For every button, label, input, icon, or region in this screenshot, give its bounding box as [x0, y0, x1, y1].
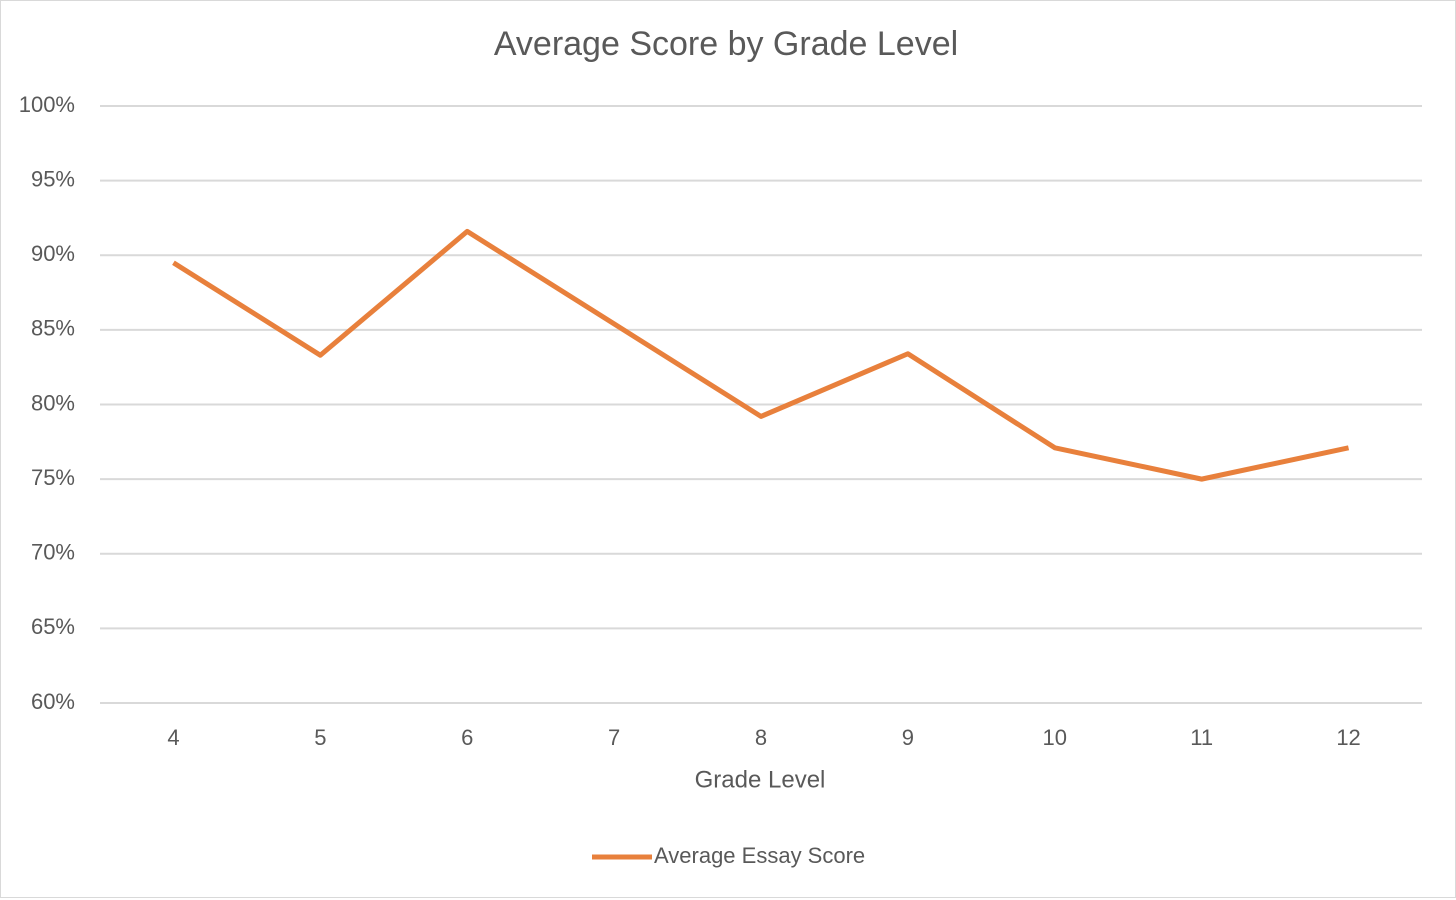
x-tick-label: 9 [902, 725, 914, 750]
x-tick-label: 8 [755, 725, 767, 750]
chart-title: Average Score by Grade Level [494, 25, 958, 63]
y-tick-label: 80% [31, 390, 75, 415]
y-tick-label: 70% [31, 540, 75, 565]
y-tick-label: 85% [31, 316, 75, 341]
y-tick-label: 60% [31, 689, 75, 714]
x-tick-label: 10 [1043, 725, 1067, 750]
x-tick-label: 5 [314, 725, 326, 750]
y-tick-label: 75% [31, 465, 75, 490]
y-tick-label: 65% [31, 614, 75, 639]
y-tick-label: 90% [31, 241, 75, 266]
data-line [172, 228, 1350, 482]
y-tick-label: 100% [19, 92, 75, 117]
legend-label: Average Essay Score [654, 843, 865, 868]
x-axis-label: Grade Level [695, 766, 826, 793]
x-tick-label: 12 [1336, 725, 1360, 750]
y-tick-label: 95% [31, 166, 75, 191]
x-tick-label: 4 [167, 725, 179, 750]
x-tick-label: 6 [461, 725, 473, 750]
x-tick-label: 11 [1190, 725, 1213, 750]
x-tick-label: 7 [608, 725, 620, 750]
